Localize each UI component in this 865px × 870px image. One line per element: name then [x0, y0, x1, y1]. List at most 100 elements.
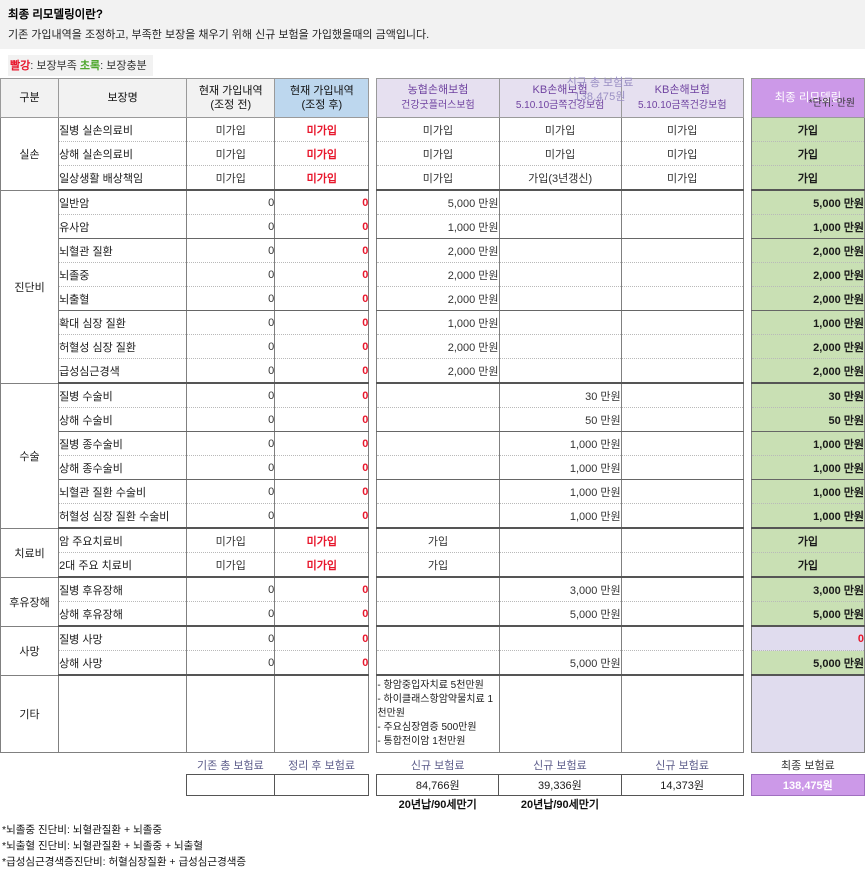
after-value-cell: 0 — [274, 334, 370, 359]
insurer-3-value-cell — [620, 479, 744, 504]
total-new-premium-label: 신규 총 보험료 — [566, 77, 634, 89]
row-spacer-right — [743, 407, 752, 432]
insurer-2-value-cell: 30 만원 — [498, 383, 622, 408]
after-value-cell: 미가입 — [274, 141, 370, 166]
final-remodeling-value-cell: 50 만원 — [750, 407, 865, 432]
insurer-2-value-cell: 가입(3년갱신) — [498, 165, 622, 191]
after-value-cell: 0 — [274, 455, 370, 480]
insurer-3-value-cell — [620, 262, 744, 287]
table-header-row: 구분 보장명 현재 가입내역 (조정 전) 현재 가입내역 (조정 후) 농협손… — [0, 78, 865, 118]
table-row: 허혈성 심장 질환 0 0 2,000 만원 2,000 만원 — [1, 334, 865, 359]
row-spacer-left — [368, 262, 377, 287]
page-title: 최종 리모델링이란? — [8, 9, 103, 21]
table-row: 2대 주요 치료비 미가입 미가입 가입 가입 — [1, 552, 865, 578]
row-spacer-right — [743, 286, 752, 311]
category-cell: 수술 — [0, 382, 60, 529]
row-spacer-left — [368, 383, 377, 408]
etc-insurer-3-cell — [620, 675, 744, 753]
table-row: 허혈성 심장 질환 수술비 0 0 1,000 만원 1,000 만원 — [1, 503, 865, 529]
footer-pad-9 — [0, 795, 58, 812]
footer-pad-12 — [274, 795, 368, 812]
insurer-2-value-cell: 3,000 만원 — [498, 577, 622, 602]
insurer-1-value-cell: 1,000 만원 — [376, 310, 500, 335]
insurer-1-value-cell — [376, 601, 500, 627]
insurer-2-value-cell — [498, 334, 622, 359]
category-cell: 실손 — [0, 117, 60, 191]
category-cell: 진단비 — [0, 189, 60, 384]
final-remodeling-value-cell: 0 — [750, 626, 865, 651]
before-value-cell: 0 — [186, 455, 276, 480]
row-spacer-left — [368, 310, 377, 335]
row-spacer-right — [743, 141, 752, 166]
insurer-1-value-cell: 5,000 만원 — [376, 190, 500, 215]
final-remodeling-value-cell: 1,000 만원 — [750, 310, 865, 335]
insurer-3-value-cell — [620, 407, 744, 432]
legend-green-word: 초록 — [79, 60, 101, 72]
insurer-3-value-cell — [620, 334, 744, 359]
row-spacer-right — [743, 117, 752, 142]
etc-before-cell — [186, 675, 276, 753]
etc-final-cell — [750, 674, 865, 753]
insurer-3-value-cell — [620, 310, 744, 335]
insurer-1-value-cell — [376, 626, 500, 651]
footer-pad-5 — [0, 774, 58, 795]
final-remodeling-value-cell: 2,000 만원 — [750, 262, 865, 287]
footer-pad-8 — [743, 774, 751, 795]
final-remodeling-value-cell: 1,000 만원 — [750, 455, 865, 480]
insurer-2-value-cell: 1,000 만원 — [498, 431, 622, 456]
coverage-name-cell: 허혈성 심장 질환 — [58, 334, 188, 359]
row-spacer-right — [743, 190, 752, 215]
coverage-name-cell: 확대 심장 질환 — [58, 310, 188, 335]
premium-summary-table: 기존 총 보험료 정리 후 보험료 신규 보험료 신규 보험료 신규 보험료 최… — [0, 757, 865, 812]
row-spacer-left — [368, 577, 377, 602]
header-after-main: 현재 가입내역 — [289, 85, 354, 97]
insurer-1-value-cell: 미가입 — [376, 165, 500, 191]
insurer-1-value-cell: 가입 — [376, 528, 500, 553]
before-value-cell: 0 — [186, 626, 276, 651]
etc-item: - 항암중입자치료 5천만원 — [377, 679, 484, 691]
insurer-3-value-cell — [620, 528, 744, 553]
table-body: 실손 질병 실손의료비 미가입 미가입 미가입 미가입 미가입 가입 상해 실손의료비 미가입 미가… — [0, 117, 865, 753]
row-spacer-right — [743, 165, 752, 190]
row-spacer-left — [368, 286, 377, 311]
row-spacer-right — [743, 455, 752, 480]
row-spacer-left — [368, 528, 377, 553]
final-remodeling-value-cell: 5,000 만원 — [750, 650, 865, 676]
header-after-sub: (조정 후) — [301, 99, 343, 111]
insurer-3-value-cell — [620, 358, 744, 384]
etc-spacer-right — [743, 675, 752, 752]
insurer-2-value-cell — [498, 214, 622, 239]
insurer-1-value-cell: 1,000 만원 — [376, 214, 500, 239]
header-insurer-2: KB손해보험 5.10.10금쪽건강보험 — [498, 78, 622, 118]
row-spacer-right — [743, 528, 752, 553]
coverage-name-cell: 질병 후유장해 — [58, 577, 188, 602]
insurer-2-value-cell: 미가입 — [498, 141, 622, 166]
table-row: 급성심근경색 0 0 2,000 만원 2,000 만원 — [1, 358, 865, 384]
category-cell: 후유장해 — [0, 576, 60, 627]
insurer-1-value-cell — [376, 503, 500, 529]
coverage-name-cell: 뇌졸중 — [58, 262, 188, 287]
coverage-name-cell: 상해 종수술비 — [58, 455, 188, 480]
insurer-1-value-cell: 2,000 만원 — [376, 262, 500, 287]
insurer-3-value-cell: 미가입 — [620, 141, 744, 166]
before-value-cell: 0 — [186, 407, 276, 432]
insurer-3-value-cell: 미가입 — [620, 117, 744, 142]
before-value-cell: 0 — [186, 190, 276, 215]
header-coverage-name: 보장명 — [58, 78, 188, 118]
row-spacer-left — [368, 626, 377, 651]
final-remodeling-value-cell: 2,000 만원 — [750, 238, 865, 263]
etc-row: 기타 - 항암중입자치료 5천만원 - 하이클래스항암약물치료 1천만원 - 주요심장… — [0, 674, 865, 753]
header-before-sub: (조정 전) — [210, 99, 252, 111]
table-row: 일상생활 배상책임 미가입 미가입 미가입 가입(3년갱신) 미가입 가입 — [1, 165, 865, 191]
row-spacer-right — [743, 601, 752, 626]
coverage-name-cell: 2대 주요 치료비 — [58, 552, 188, 578]
after-value-cell: 0 — [274, 601, 370, 627]
before-value-cell: 미가입 — [186, 165, 276, 191]
table-row: 상해 후유장해 0 0 5,000 만원 5,000 만원 — [1, 601, 865, 627]
table-row: 치료비 암 주요치료비 미가입 미가입 가입 가입 — [0, 527, 865, 578]
footnote: *뇌졸중 진단비: 뇌혈관질환 + 뇌졸중 — [2, 823, 163, 836]
coverage-table: 구분 보장명 현재 가입내역 (조정 전) 현재 가입내역 (조정 후) 농협손… — [0, 78, 865, 753]
color-legend: 빨강: 보장부족 초록: 보장충분 — [8, 55, 153, 76]
header-after: 현재 가입내역 (조정 후) — [274, 78, 370, 118]
footer-pad-3 — [369, 757, 377, 775]
